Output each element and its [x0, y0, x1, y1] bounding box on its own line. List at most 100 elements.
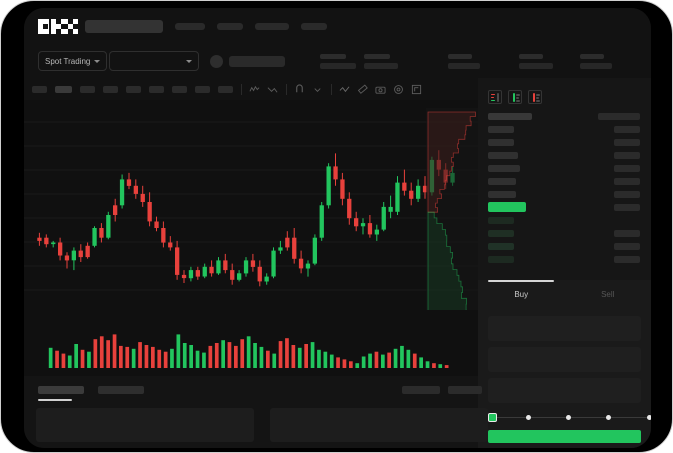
nav-item-earn[interactable]: [255, 22, 289, 30]
nav-item-markets[interactable]: [217, 22, 243, 30]
tab-open-orders[interactable]: [38, 386, 84, 401]
slider-tick-25[interactable]: [526, 414, 531, 420]
order-book-price-cell: [488, 139, 514, 146]
orderbook-view-buy-icon[interactable]: [508, 90, 522, 104]
nav-item-more[interactable]: [301, 22, 327, 30]
order-book-row[interactable]: [478, 253, 651, 266]
line-chart-icon[interactable]: [339, 84, 350, 95]
price-field[interactable]: [488, 316, 641, 341]
tab-sell[interactable]: Sell: [601, 289, 615, 299]
order-book-amount-cell: [614, 178, 640, 185]
top-navigation-bar: [24, 8, 651, 44]
order-book-amount-cell: [614, 204, 640, 211]
timeframe-5m[interactable]: [55, 85, 72, 93]
order-book-amount-cell: [614, 152, 640, 159]
order-book-amount-cell: [614, 191, 640, 198]
order-book-amount-cell: [614, 256, 640, 263]
bottom-card-right[interactable]: [270, 408, 488, 442]
ruler-icon[interactable]: [357, 84, 368, 95]
timeframe-1d[interactable]: [172, 85, 187, 93]
amount-field[interactable]: [488, 347, 641, 372]
bottom-action-filter[interactable]: [402, 386, 440, 394]
timeframe-1h[interactable]: [126, 85, 141, 93]
volume-histogram-svg: [48, 334, 449, 368]
market-header: Spot Trading: [24, 44, 651, 78]
depth-chart-overlay: [426, 108, 478, 310]
orderbook-view-both-icon[interactable]: [488, 90, 502, 104]
buy-sell-tabs: Buy Sell: [478, 280, 651, 308]
order-book-amount-cell: [614, 126, 640, 133]
chart-toolbar: [24, 78, 651, 100]
order-entry-form: Buy Sell: [478, 280, 651, 448]
order-book-panel: [478, 78, 651, 376]
magnet-icon[interactable]: [294, 83, 305, 95]
order-book-row[interactable]: [478, 227, 651, 240]
timeframe-15m[interactable]: [80, 85, 95, 93]
camera-icon[interactable]: [375, 84, 386, 95]
orders-panel-tabs: [38, 386, 144, 401]
app-screen: Spot Trading: [24, 8, 651, 448]
orders-panel: [24, 376, 488, 448]
orderbook-view-sell-icon[interactable]: [528, 90, 542, 104]
stat-24h-change: [320, 54, 356, 69]
bottom-action-cancel-all[interactable]: [448, 386, 482, 394]
order-book-amount-cell: [614, 243, 640, 250]
order-book-price-cell: [488, 256, 514, 263]
settings-gear-icon[interactable]: [393, 84, 404, 95]
order-book-row[interactable]: [478, 162, 651, 175]
tab-order-history[interactable]: [98, 386, 144, 394]
order-book-price-cell: [488, 230, 514, 237]
order-book-highlight-row: [488, 202, 526, 212]
trading-mode-select[interactable]: Spot Trading: [38, 51, 108, 71]
stat-24h-turnover: [519, 54, 553, 69]
timeframe-more[interactable]: [218, 85, 233, 93]
tab-buy[interactable]: Buy: [478, 280, 565, 308]
order-book-amount-cell: [614, 230, 640, 237]
order-book-price-cell: [488, 126, 514, 133]
order-book-rows[interactable]: [478, 110, 651, 266]
slider-tick-100[interactable]: [647, 414, 651, 420]
bottom-card-left[interactable]: [36, 408, 254, 442]
submit-order-button[interactable]: [488, 430, 641, 443]
toolbar-divider: [241, 83, 242, 95]
order-book-row[interactable]: [478, 214, 651, 227]
order-book-row[interactable]: [478, 175, 651, 188]
fullscreen-icon[interactable]: [411, 84, 422, 95]
slider-tick-75[interactable]: [606, 414, 611, 420]
chevron-down-icon[interactable]: [312, 84, 323, 95]
timeframe-1w[interactable]: [195, 85, 210, 93]
order-book-price-cell: [488, 191, 516, 198]
order-book-row[interactable]: [478, 110, 651, 123]
trading-pair-select[interactable]: [109, 51, 199, 71]
order-book-row[interactable]: [478, 188, 651, 201]
stat-24h-high: [364, 54, 398, 69]
order-book-row[interactable]: [478, 136, 651, 149]
timeframe-30m[interactable]: [103, 85, 118, 93]
logo-letter-o: [38, 18, 49, 34]
nav-item-trade[interactable]: [175, 22, 205, 30]
order-book-row[interactable]: [478, 201, 651, 214]
order-book-row[interactable]: [478, 240, 651, 253]
coin-avatar: [210, 55, 223, 68]
order-book-row[interactable]: [478, 123, 651, 136]
timeframe-4h[interactable]: [149, 85, 164, 93]
slider-tick-50[interactable]: [566, 414, 571, 420]
indicator-icon[interactable]: [249, 84, 260, 95]
logo-letter-x: [63, 18, 79, 34]
search-input[interactable]: [85, 19, 163, 33]
okx-logo[interactable]: [38, 18, 79, 34]
slider-handle[interactable]: [488, 413, 497, 422]
logo-letter-k: [50, 18, 66, 34]
last-price-value: [229, 56, 285, 67]
timeframe-1m[interactable]: [32, 85, 47, 93]
order-book-price-cell: [488, 217, 514, 224]
order-book-row[interactable]: [478, 149, 651, 162]
trading-mode-label: Spot Trading: [45, 56, 91, 66]
stat-extra: [580, 54, 612, 69]
amount-percent-slider[interactable]: [488, 411, 651, 423]
trend-line-icon[interactable]: [267, 84, 278, 95]
order-book-price-cell: [488, 152, 518, 159]
depth-chart-svg: [426, 108, 478, 310]
total-field[interactable]: [488, 378, 641, 403]
